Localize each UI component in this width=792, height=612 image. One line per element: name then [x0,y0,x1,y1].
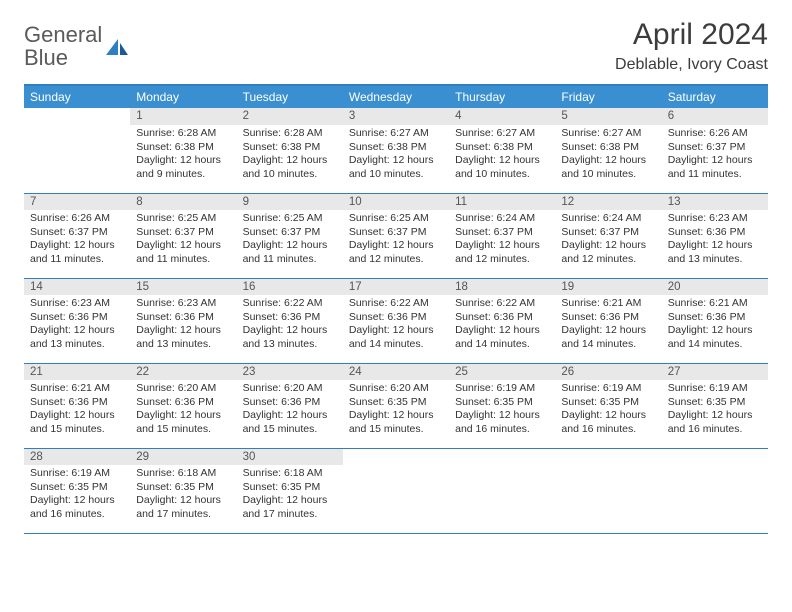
logo-text: General Blue [24,24,102,70]
day-header: Friday [555,85,661,108]
day-header: Saturday [662,85,768,108]
day-number: 4 [449,108,555,125]
day-number: 5 [555,108,661,125]
day-number [24,108,130,125]
day-detail [662,465,768,533]
day-detail: Sunrise: 6:20 AM Sunset: 6:36 PM Dayligh… [237,380,343,448]
day-number: 25 [449,363,555,380]
day-detail: Sunrise: 6:19 AM Sunset: 6:35 PM Dayligh… [449,380,555,448]
day-number: 6 [662,108,768,125]
day-detail: Sunrise: 6:25 AM Sunset: 6:37 PM Dayligh… [237,210,343,278]
day-detail [449,465,555,533]
sail-icon [104,37,130,57]
day-detail [24,125,130,193]
day-number: 15 [130,278,236,295]
day-header: Tuesday [237,85,343,108]
day-header-row: Sunday Monday Tuesday Wednesday Thursday… [24,85,768,108]
day-detail: Sunrise: 6:27 AM Sunset: 6:38 PM Dayligh… [449,125,555,193]
day-number: 1 [130,108,236,125]
day-number: 10 [343,193,449,210]
title-block: April 2024 Deblable, Ivory Coast [615,18,768,74]
day-detail: Sunrise: 6:19 AM Sunset: 6:35 PM Dayligh… [24,465,130,533]
logo-word1: General [24,22,102,47]
day-number: 14 [24,278,130,295]
day-detail: Sunrise: 6:26 AM Sunset: 6:37 PM Dayligh… [662,125,768,193]
day-header: Sunday [24,85,130,108]
detail-row: Sunrise: 6:21 AM Sunset: 6:36 PM Dayligh… [24,380,768,448]
daynum-row: 14151617181920 [24,278,768,295]
calendar-page: General Blue April 2024 Deblable, Ivory … [0,0,792,552]
detail-row: Sunrise: 6:26 AM Sunset: 6:37 PM Dayligh… [24,210,768,278]
day-header: Monday [130,85,236,108]
day-detail: Sunrise: 6:27 AM Sunset: 6:38 PM Dayligh… [555,125,661,193]
day-detail: Sunrise: 6:23 AM Sunset: 6:36 PM Dayligh… [24,295,130,363]
day-number: 27 [662,363,768,380]
header: General Blue April 2024 Deblable, Ivory … [24,18,768,74]
day-detail: Sunrise: 6:21 AM Sunset: 6:36 PM Dayligh… [662,295,768,363]
day-detail: Sunrise: 6:26 AM Sunset: 6:37 PM Dayligh… [24,210,130,278]
day-number [555,448,661,465]
day-detail: Sunrise: 6:20 AM Sunset: 6:35 PM Dayligh… [343,380,449,448]
day-detail: Sunrise: 6:18 AM Sunset: 6:35 PM Dayligh… [237,465,343,533]
day-number [449,448,555,465]
day-detail [343,465,449,533]
day-number: 29 [130,448,236,465]
day-detail: Sunrise: 6:21 AM Sunset: 6:36 PM Dayligh… [24,380,130,448]
day-number: 20 [662,278,768,295]
day-detail: Sunrise: 6:28 AM Sunset: 6:38 PM Dayligh… [130,125,236,193]
daynum-row: 282930 [24,448,768,465]
day-number [343,448,449,465]
daynum-row: 21222324252627 [24,363,768,380]
day-number: 16 [237,278,343,295]
daynum-row: 78910111213 [24,193,768,210]
day-number: 30 [237,448,343,465]
day-number: 17 [343,278,449,295]
logo: General Blue [24,24,130,70]
day-number: 8 [130,193,236,210]
day-detail: Sunrise: 6:20 AM Sunset: 6:36 PM Dayligh… [130,380,236,448]
detail-row: Sunrise: 6:19 AM Sunset: 6:35 PM Dayligh… [24,465,768,533]
day-number: 12 [555,193,661,210]
day-detail: Sunrise: 6:22 AM Sunset: 6:36 PM Dayligh… [449,295,555,363]
logo-word2: Blue [24,45,68,70]
day-number: 22 [130,363,236,380]
day-number: 9 [237,193,343,210]
daynum-row: 123456 [24,108,768,125]
day-detail: Sunrise: 6:27 AM Sunset: 6:38 PM Dayligh… [343,125,449,193]
day-number: 18 [449,278,555,295]
day-number: 28 [24,448,130,465]
location: Deblable, Ivory Coast [615,56,768,74]
calendar-table: Sunday Monday Tuesday Wednesday Thursday… [24,84,768,534]
day-header: Wednesday [343,85,449,108]
day-detail: Sunrise: 6:22 AM Sunset: 6:36 PM Dayligh… [343,295,449,363]
day-number: 19 [555,278,661,295]
day-detail: Sunrise: 6:18 AM Sunset: 6:35 PM Dayligh… [130,465,236,533]
day-detail: Sunrise: 6:28 AM Sunset: 6:38 PM Dayligh… [237,125,343,193]
day-number: 11 [449,193,555,210]
day-number: 26 [555,363,661,380]
day-number: 24 [343,363,449,380]
day-detail: Sunrise: 6:25 AM Sunset: 6:37 PM Dayligh… [343,210,449,278]
day-detail: Sunrise: 6:23 AM Sunset: 6:36 PM Dayligh… [662,210,768,278]
day-header: Thursday [449,85,555,108]
day-detail [555,465,661,533]
day-number [662,448,768,465]
day-detail: Sunrise: 6:24 AM Sunset: 6:37 PM Dayligh… [555,210,661,278]
day-detail: Sunrise: 6:22 AM Sunset: 6:36 PM Dayligh… [237,295,343,363]
day-number: 13 [662,193,768,210]
day-detail: Sunrise: 6:23 AM Sunset: 6:36 PM Dayligh… [130,295,236,363]
detail-row: Sunrise: 6:28 AM Sunset: 6:38 PM Dayligh… [24,125,768,193]
day-number: 3 [343,108,449,125]
month-title: April 2024 [615,18,768,52]
day-detail: Sunrise: 6:21 AM Sunset: 6:36 PM Dayligh… [555,295,661,363]
day-number: 23 [237,363,343,380]
day-number: 21 [24,363,130,380]
day-number: 7 [24,193,130,210]
detail-row: Sunrise: 6:23 AM Sunset: 6:36 PM Dayligh… [24,295,768,363]
day-detail: Sunrise: 6:25 AM Sunset: 6:37 PM Dayligh… [130,210,236,278]
day-detail: Sunrise: 6:19 AM Sunset: 6:35 PM Dayligh… [662,380,768,448]
day-detail: Sunrise: 6:19 AM Sunset: 6:35 PM Dayligh… [555,380,661,448]
day-number: 2 [237,108,343,125]
day-detail: Sunrise: 6:24 AM Sunset: 6:37 PM Dayligh… [449,210,555,278]
